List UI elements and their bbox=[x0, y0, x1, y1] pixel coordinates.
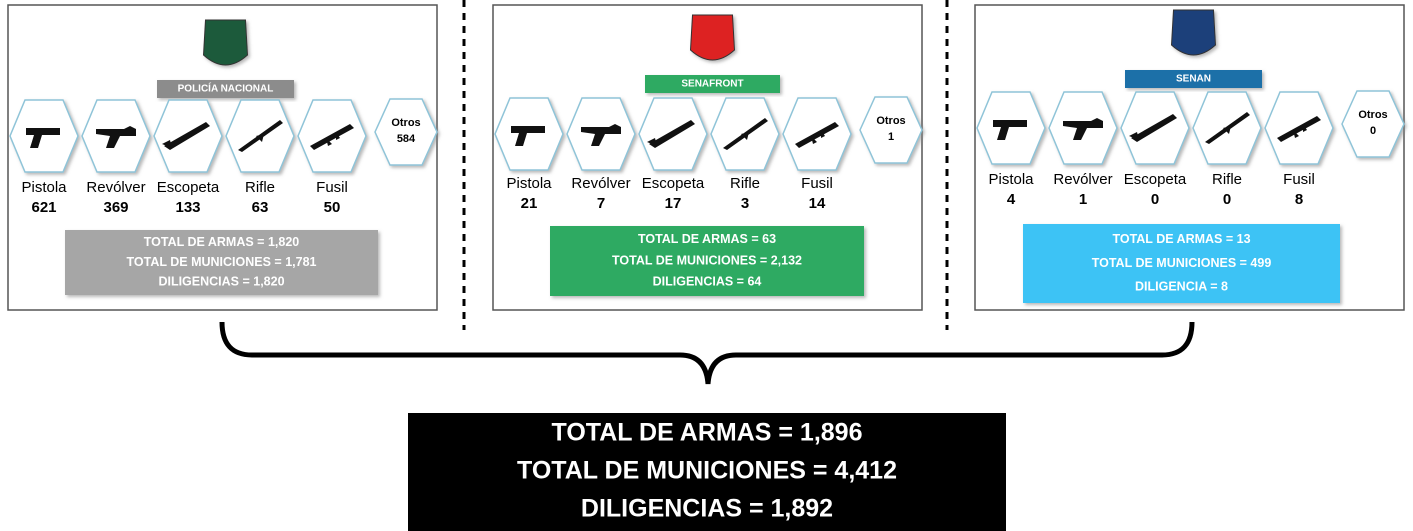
weapon-label: Revólver bbox=[86, 179, 145, 196]
badge-banner bbox=[645, 75, 780, 93]
weapon-label: Escopeta bbox=[1124, 171, 1187, 188]
weapon-count: 7 bbox=[597, 195, 605, 212]
otros-count: 1 bbox=[888, 131, 894, 143]
weapon-label: Escopeta bbox=[157, 179, 220, 196]
weapon-label: Fusil bbox=[801, 175, 833, 192]
summary-line: TOTAL DE MUNICIONES = 1,781 bbox=[127, 255, 317, 269]
otros-label: Otros bbox=[391, 117, 420, 129]
weapon-icon bbox=[1205, 112, 1250, 144]
otros-label: Otros bbox=[1358, 109, 1387, 121]
weapon-count: 17 bbox=[665, 195, 682, 212]
weapon-count: 0 bbox=[1151, 191, 1159, 208]
weapon-label: Rifle bbox=[245, 179, 275, 196]
hexagon bbox=[9, 99, 79, 173]
weapon-count: 133 bbox=[175, 199, 200, 216]
weapon-icon bbox=[310, 124, 354, 150]
weapon-count: 14 bbox=[809, 195, 826, 212]
weapon-icon bbox=[993, 120, 1027, 140]
weapon-icon bbox=[511, 126, 545, 146]
weapon-label: Rifle bbox=[730, 175, 760, 192]
weapon-label: Fusil bbox=[316, 179, 348, 196]
logo bbox=[202, 19, 249, 66]
total-box bbox=[408, 413, 1006, 531]
weapon-label: Pistola bbox=[21, 179, 67, 196]
weapon-count: 21 bbox=[521, 195, 538, 212]
weapon-label: Revólver bbox=[571, 175, 630, 192]
hexagon bbox=[976, 91, 1046, 165]
otros-count: 0 bbox=[1370, 125, 1376, 137]
badge-label: SENAN bbox=[1176, 74, 1211, 85]
hexagon bbox=[374, 98, 438, 166]
weapon-count: 4 bbox=[1007, 191, 1016, 208]
total-line: DILIGENCIAS = 1,892 bbox=[581, 495, 833, 523]
logo bbox=[689, 14, 736, 61]
badge-label: SENAFRONT bbox=[681, 79, 743, 90]
hexagon bbox=[859, 96, 923, 164]
weapon-count: 50 bbox=[324, 199, 341, 216]
weapon-icon bbox=[26, 128, 60, 148]
summary-line: TOTAL DE MUNICIONES = 2,132 bbox=[612, 253, 802, 267]
summary-line: TOTAL DE ARMAS = 63 bbox=[638, 232, 776, 246]
weapon-label: Escopeta bbox=[642, 175, 705, 192]
summary-box bbox=[65, 230, 378, 295]
weapon-icon bbox=[96, 126, 136, 148]
summary-box bbox=[1023, 224, 1340, 303]
summary-line: TOTAL DE ARMAS = 1,820 bbox=[144, 235, 300, 249]
weapon-icon bbox=[647, 120, 695, 148]
weapon-icon bbox=[238, 120, 283, 152]
weapon-icon bbox=[1063, 118, 1103, 140]
weapon-count: 8 bbox=[1295, 191, 1303, 208]
weapon-label: Rifle bbox=[1212, 171, 1242, 188]
weapon-label: Pistola bbox=[988, 171, 1034, 188]
summary-box bbox=[550, 226, 864, 296]
badge-label: POLICÍA NACIONAL bbox=[178, 82, 274, 95]
weapon-count: 1 bbox=[1079, 191, 1087, 208]
weapon-count: 0 bbox=[1223, 191, 1231, 208]
total-line: TOTAL DE ARMAS = 1,896 bbox=[552, 419, 863, 447]
hexagon bbox=[1341, 90, 1405, 158]
weapon-count: 3 bbox=[741, 195, 749, 212]
weapon-count: 63 bbox=[252, 199, 269, 216]
weapon-label: Pistola bbox=[506, 175, 552, 192]
total-line: TOTAL DE MUNICIONES = 4,412 bbox=[517, 457, 897, 485]
brace bbox=[219, 321, 1195, 385]
hexagon bbox=[494, 97, 564, 171]
weapon-icon bbox=[162, 122, 210, 150]
badge-banner bbox=[1125, 70, 1262, 88]
badge-banner bbox=[157, 80, 294, 98]
weapon-icon bbox=[723, 118, 768, 150]
weapon-icon bbox=[1277, 116, 1321, 142]
weapon-icon bbox=[1129, 114, 1177, 142]
summary-line: TOTAL DE MUNICIONES = 499 bbox=[1092, 256, 1272, 270]
summary-line: DILIGENCIA = 8 bbox=[1135, 280, 1228, 294]
summary-line: TOTAL DE ARMAS = 13 bbox=[1112, 232, 1250, 246]
weapon-count: 369 bbox=[103, 199, 128, 216]
weapon-count: 621 bbox=[31, 199, 56, 216]
otros-count: 584 bbox=[397, 133, 416, 145]
weapon-label: Fusil bbox=[1283, 171, 1315, 188]
weapon-label: Revólver bbox=[1053, 171, 1112, 188]
summary-line: DILIGENCIAS = 64 bbox=[653, 275, 762, 289]
weapon-icon bbox=[581, 124, 621, 146]
logo bbox=[1170, 9, 1217, 56]
otros-label: Otros bbox=[876, 115, 905, 127]
weapon-icon bbox=[795, 122, 839, 148]
summary-line: DILIGENCIAS = 1,820 bbox=[158, 274, 284, 288]
